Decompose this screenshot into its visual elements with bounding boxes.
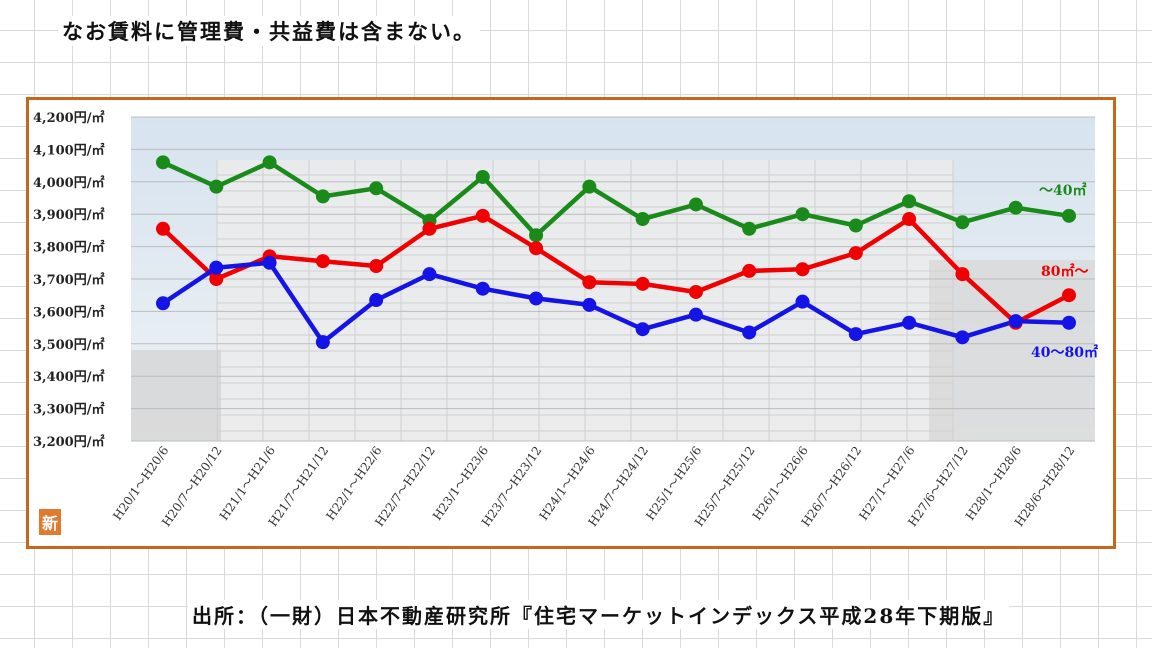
data-point [848,218,863,233]
data-point [1008,200,1023,215]
data-point [582,179,597,194]
y-tick-label: 3,300円/㎡ [33,402,104,418]
x-tick-label: H25/1～H25/6 [643,444,704,523]
data-point [902,194,917,209]
data-point [1062,208,1076,223]
data-point [529,241,544,256]
data-point [209,272,224,286]
data-point [848,327,863,342]
y-tick-label: 3,200円/㎡ [33,434,104,450]
x-tick-label: H24/1～H24/6 [537,444,598,523]
series-line-2 [161,260,1070,345]
x-tick-label: H24/7～H24/12 [585,444,651,529]
x-tick-label: H22/7～H22/12 [372,444,438,529]
data-point [369,181,384,196]
data-point [635,322,650,337]
data-point [262,255,277,270]
data-point [156,155,170,170]
data-point [315,254,330,269]
x-tick-label: H26/1～H26/6 [750,444,811,523]
data-point [795,207,810,222]
x-tick-label: H27/6～H27/12 [905,444,971,529]
x-tick-label: H23/1～H23/6 [430,444,491,523]
data-point [955,330,970,345]
data-point [315,189,330,204]
data-point [422,221,437,236]
y-tick-label: 3,500円/㎡ [33,337,104,353]
data-point [902,315,917,330]
data-point [1008,314,1023,329]
x-tick-label: H20/1～H20/6 [110,444,171,523]
x-tick-label: H26/7～H26/12 [799,444,865,529]
data-point [475,169,490,184]
legend-label: 40～80㎡ [1031,344,1098,361]
x-tick-label: H22/1～H22/6 [323,444,384,523]
data-point [688,197,703,212]
data-point [955,215,970,230]
data-point [209,179,224,194]
data-point [635,212,650,227]
y-tick-label: 3,900円/㎡ [33,207,104,223]
data-point [315,335,330,350]
data-point [635,276,650,291]
y-tick-label: 4,200円/㎡ [33,110,104,126]
data-point [955,267,970,282]
y-tick-label: 4,000円/㎡ [33,175,104,191]
x-tick-label: H28/6～H28/12 [1012,444,1078,529]
data-point [262,155,277,170]
data-point [902,212,917,227]
data-point [582,275,597,290]
rent-line-chart: 3,200円/㎡ 3,300円/㎡ 3,400円/㎡ 3,500円/㎡ 3,600円/㎡… [33,110,1098,529]
chart-frame: 3,200円/㎡ 3,300円/㎡ 3,400円/㎡ 3,500円/㎡ 3,600円/㎡… [26,97,1116,549]
series-line-1 [161,213,1071,325]
data-point [688,307,703,322]
data-point [742,221,757,236]
y-tick-label: 3,400円/㎡ [33,369,104,385]
data-point [1062,315,1076,330]
data-point [369,259,384,274]
data-point [475,281,490,296]
new-badge-icon: 新 [39,509,61,535]
footnote-text: なお賃料に管理費・共益費は含まない。 [58,16,480,46]
legend-label: 80㎡～ [1041,263,1088,280]
data-point [742,263,757,278]
legend-label: ～40㎡ [1039,182,1086,199]
data-point [1062,288,1076,303]
data-point [795,294,810,309]
data-point [156,296,170,311]
data-point [582,297,597,312]
x-tick-label: H20/7～H20/12 [159,444,225,529]
x-tick-label: H27/1～H27/6 [856,444,917,523]
data-point [795,262,810,277]
y-tick-label: 3,800円/㎡ [33,240,104,256]
x-tick-label: H23/7～H23/12 [479,444,545,529]
source-citation: 出所：（一財）日本不動産研究所『住宅マーケットインデックス平成28年下期版』 [188,600,1010,629]
data-point [529,291,544,306]
data-point [156,221,170,236]
data-point [529,228,544,243]
data-point [369,293,384,308]
data-point [688,284,703,299]
x-tick-label: H21/1～H21/6 [217,444,278,523]
y-tick-label: 4,100円/㎡ [33,142,104,158]
y-tick-label: 3,600円/㎡ [33,304,104,320]
x-tick-label: H21/7～H21/12 [266,444,332,529]
series-line-0 [162,160,1070,238]
x-tick-label: H28/1～H28/6 [963,444,1024,523]
data-point [742,325,757,340]
x-tick-label: H25/7～H25/12 [692,444,758,529]
data-point [475,208,490,223]
data-point [422,267,437,282]
data-point [209,260,224,275]
data-point [848,246,863,261]
y-tick-label: 3,700円/㎡ [33,272,104,288]
